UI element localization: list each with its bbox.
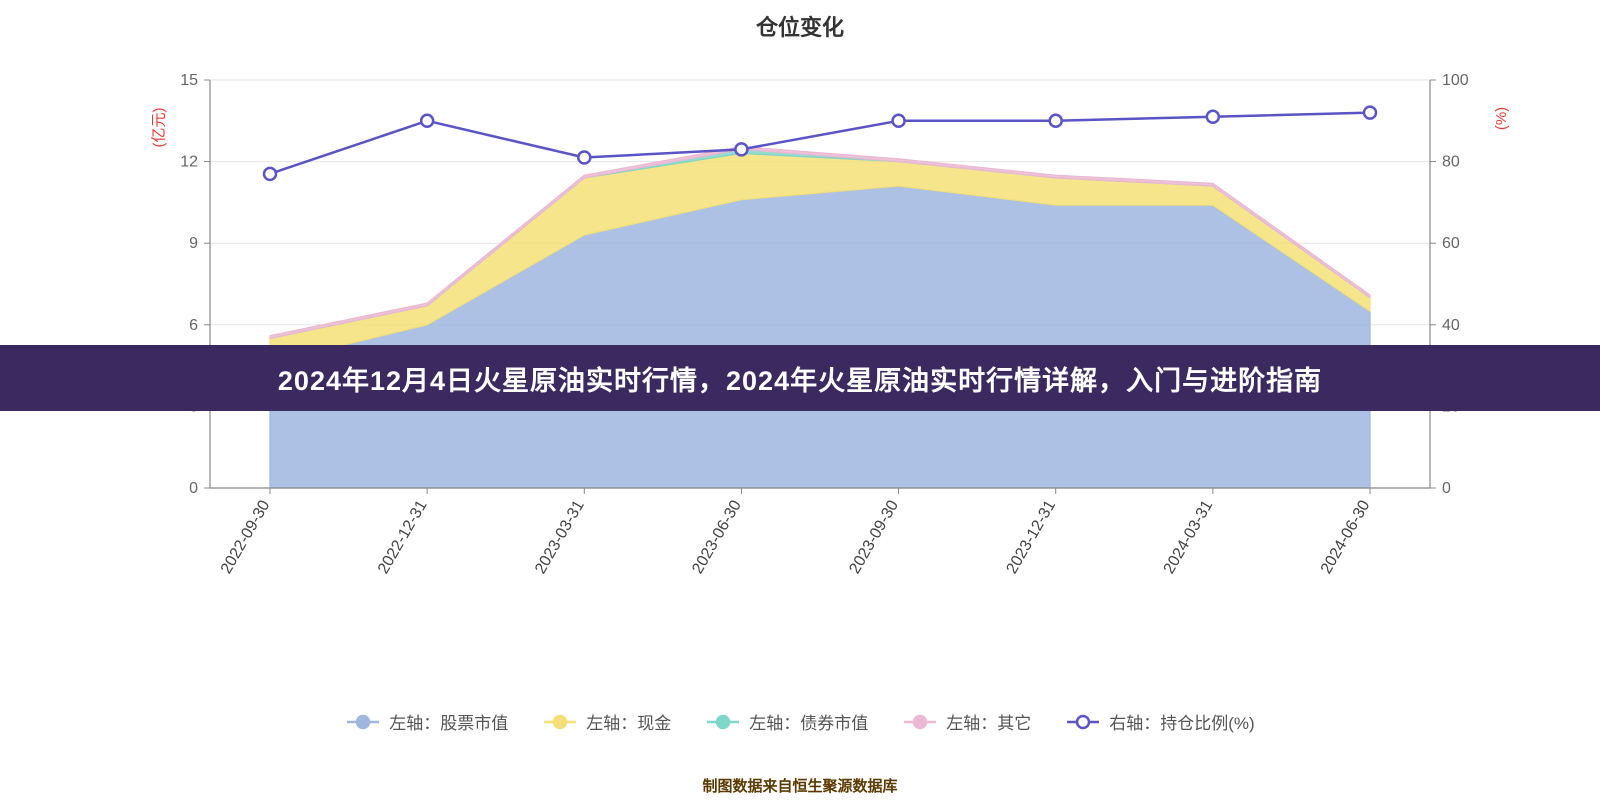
svg-text:2022-09-30: 2022-09-30 [218, 497, 274, 576]
svg-text:0: 0 [189, 480, 198, 497]
legend-item-cash: 左轴：现金 [542, 709, 671, 734]
svg-text:60: 60 [1442, 235, 1460, 252]
legend-label: 左轴：其它 [946, 709, 1031, 734]
overlay-headline-band: 2024年12月4日火星原油实时行情，2024年火星原油实时行情详解，入门与进阶… [0, 345, 1600, 411]
svg-text:6: 6 [189, 317, 198, 334]
svg-text:9: 9 [189, 235, 198, 252]
legend-swatch-icon [902, 713, 938, 731]
legend-label: 左轴：现金 [586, 709, 671, 734]
svg-text:2023-12-31: 2023-12-31 [1004, 497, 1060, 576]
svg-text:15: 15 [180, 72, 198, 89]
legend-item-bond: 左轴：债券市值 [705, 709, 868, 734]
legend-swatch-icon [345, 713, 381, 731]
svg-text:2024-03-31: 2024-03-31 [1161, 497, 1217, 576]
legend-label: 左轴：债券市值 [749, 709, 868, 734]
legend-swatch-icon [1065, 713, 1101, 731]
svg-text:100: 100 [1442, 72, 1469, 89]
svg-text:40: 40 [1442, 317, 1460, 334]
chart-legend: 左轴：股票市值 左轴：现金 左轴：债券市值 左轴：其它 右轴：持仓比例(%) [0, 709, 1600, 734]
overlay-headline-text: 2024年12月4日火星原油实时行情，2024年火星原油实时行情详解，入门与进阶… [278, 359, 1322, 398]
legend-label: 左轴：股票市值 [389, 709, 508, 734]
svg-text:12: 12 [180, 154, 198, 171]
svg-text:2024-06-30: 2024-06-30 [1318, 497, 1374, 576]
legend-swatch-icon [705, 713, 741, 731]
legend-item-other: 左轴：其它 [902, 709, 1031, 734]
svg-text:2023-09-30: 2023-09-30 [846, 497, 902, 576]
legend-item-ratio: 右轴：持仓比例(%) [1065, 709, 1254, 734]
legend-item-stock: 左轴：股票市值 [345, 709, 508, 734]
svg-text:2022-12-31: 2022-12-31 [375, 497, 431, 576]
svg-text:0: 0 [1442, 480, 1451, 497]
chart-footer: 制图数据来自恒生聚源数据库 [0, 775, 1600, 796]
svg-text:2023-03-31: 2023-03-31 [532, 497, 588, 576]
svg-text:2023-06-30: 2023-06-30 [689, 497, 745, 576]
legend-label: 右轴：持仓比例(%) [1109, 709, 1254, 734]
svg-text:80: 80 [1442, 154, 1460, 171]
legend-swatch-icon [542, 713, 578, 731]
